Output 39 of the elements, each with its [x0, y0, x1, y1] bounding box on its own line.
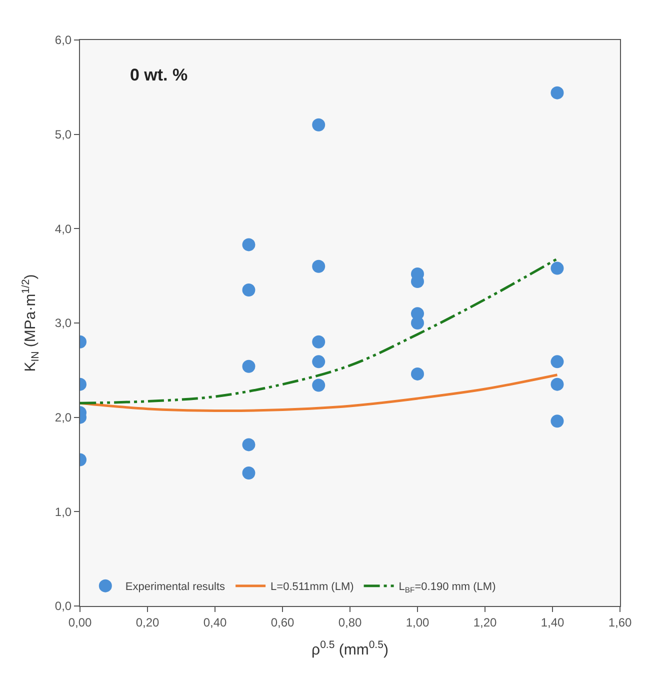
point — [550, 378, 564, 391]
point — [242, 238, 256, 252]
point — [550, 355, 564, 368]
x-tick-label: 1,60 — [608, 615, 632, 630]
point — [550, 86, 564, 100]
x-tick-label: 0,40 — [203, 615, 227, 630]
y-tick-label: 1,0 — [54, 504, 72, 519]
point — [411, 316, 424, 330]
x-tick-label: 0,20 — [136, 615, 160, 630]
y-tick-label: 3,0 — [54, 316, 72, 330]
y-tick-label: 5,0 — [54, 128, 72, 142]
point — [242, 360, 256, 373]
legend-label: L=0.511mm (LM) — [270, 581, 354, 594]
point — [550, 414, 564, 428]
point — [242, 283, 256, 296]
x-tick-label: 1,20 — [473, 615, 497, 630]
y-tick-label: 6,0 — [54, 33, 72, 48]
x-tick-label: 0,00 — [68, 615, 92, 630]
point — [242, 466, 256, 480]
x-tick-label: 1,00 — [406, 615, 430, 630]
point — [242, 438, 256, 452]
y-tick-label: 0,0 — [54, 599, 72, 614]
line-series — [80, 258, 558, 404]
x-tick-label: 0,80 — [338, 615, 362, 630]
x-tick-label: 1,40 — [540, 615, 564, 630]
legend-label: L$_{BF}$=0.190 mm (LM) — [398, 581, 496, 594]
point — [312, 355, 326, 368]
legend-label: Experimental results — [125, 581, 226, 594]
point — [411, 367, 424, 380]
y-tick-label: 4,0 — [54, 222, 72, 236]
point — [312, 378, 326, 392]
point — [312, 260, 326, 273]
point — [550, 262, 564, 275]
text: 0 wt. % — [130, 66, 188, 84]
y-tick-label: 2,0 — [54, 410, 72, 425]
point — [312, 335, 326, 348]
x-axis-title: ρ$^{0.5}$ (mm$^{0.5}$) — [312, 639, 388, 658]
x-tick-label: 0,60 — [270, 615, 294, 630]
point — [312, 118, 326, 132]
